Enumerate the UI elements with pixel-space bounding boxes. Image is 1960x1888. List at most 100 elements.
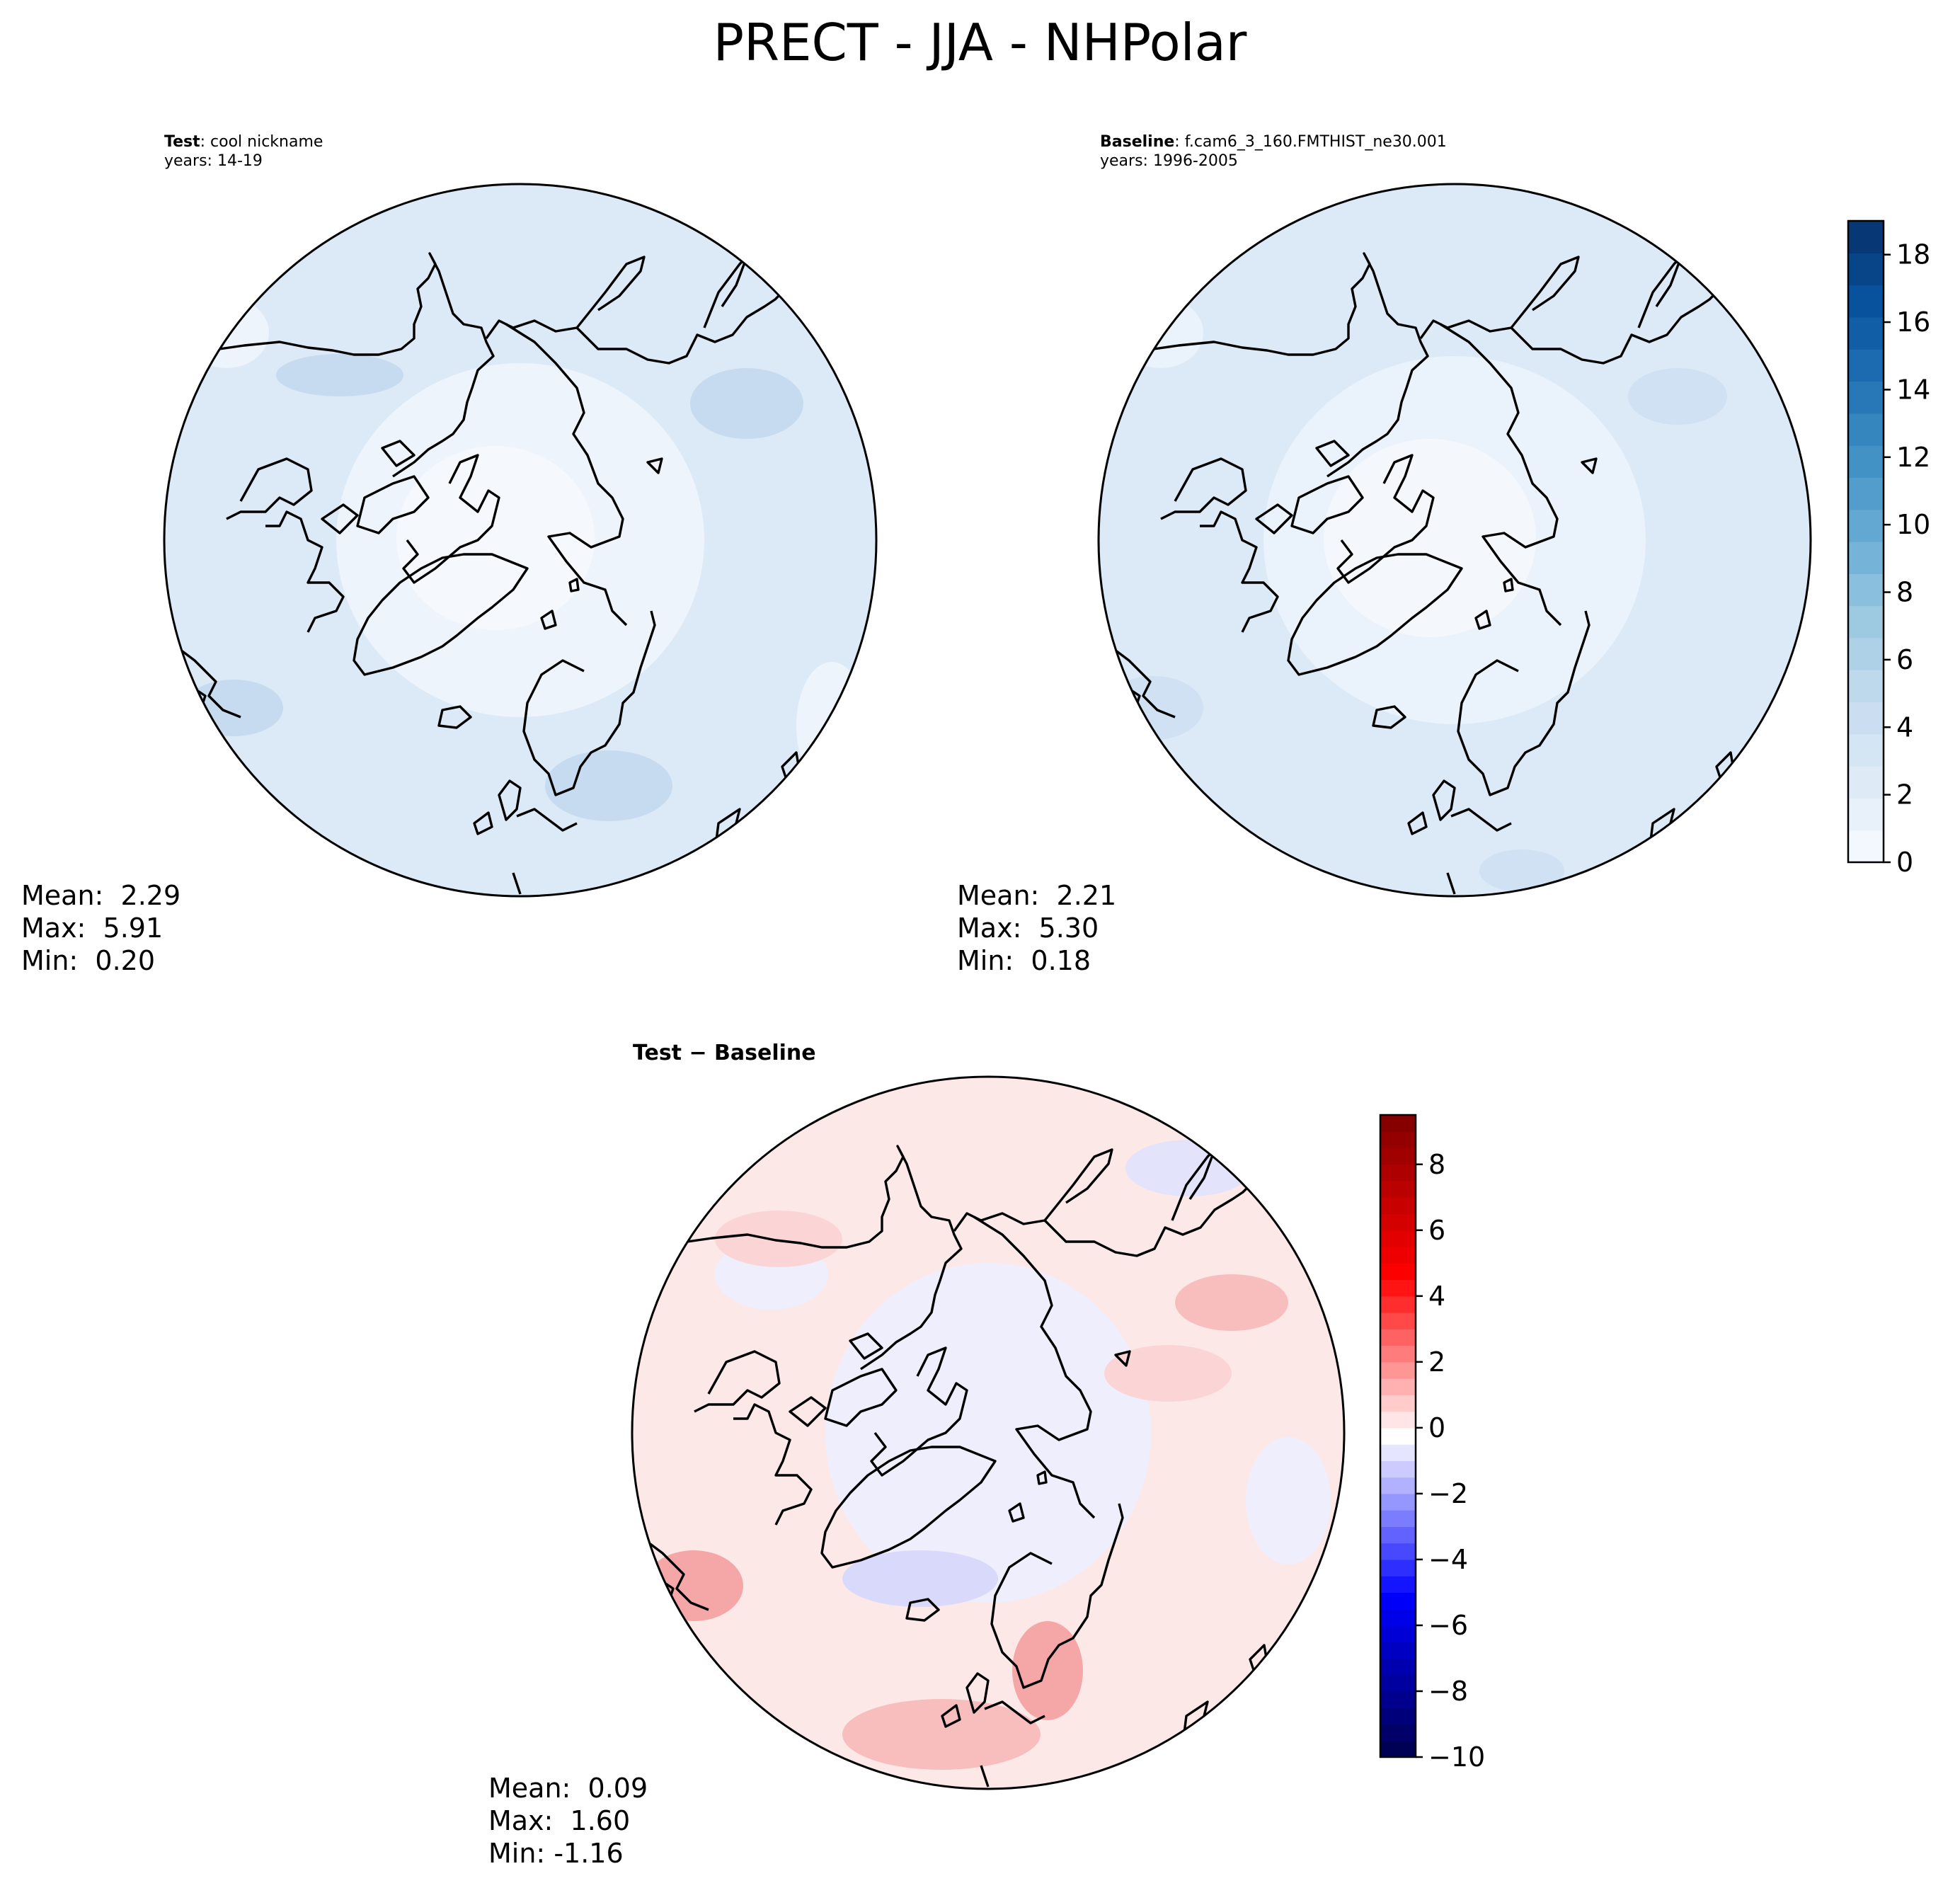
diff-colorbar-level-21: [1380, 1395, 1416, 1412]
diff-colorbar-level-24: [1380, 1345, 1416, 1363]
test-min: 0.20: [95, 945, 156, 976]
baseline-colorbar-tick-label: 6: [1896, 644, 1913, 675]
diff-colorbar-level-1: [1380, 1724, 1416, 1741]
diff-colorbar-level-22: [1380, 1378, 1416, 1395]
diff-max-label: Max:: [488, 1805, 554, 1836]
baseline-colorbar-tick-label: 14: [1896, 374, 1930, 405]
diff-mean-label: Mean:: [488, 1773, 571, 1804]
test-panel-title: Test: cool nickname years: 14-19: [164, 132, 323, 171]
diff-colorbar-level-36: [1380, 1148, 1416, 1165]
diff-colorbar-level-33: [1380, 1197, 1416, 1215]
diff-colorbar-level-4: [1380, 1674, 1416, 1692]
baseline-colorbar-level-11: [1848, 477, 1884, 510]
test-min-label: Min:: [21, 945, 79, 976]
diff-colorbar-level-8: [1380, 1608, 1416, 1626]
diff-colorbar-level-31: [1380, 1230, 1416, 1247]
baseline-colorbar-tick-label: 8: [1896, 577, 1913, 608]
test-map: [163, 183, 878, 898]
diff-colorbar-level-14: [1380, 1510, 1416, 1528]
baseline-colorbar-level-16: [1848, 316, 1884, 350]
baseline-colorbar-level-4: [1848, 702, 1884, 735]
baseline-colorbar-level-3: [1848, 733, 1884, 767]
diff-colorbar-tick-label: −8: [1428, 1676, 1468, 1707]
baseline-title-rest: : f.cam6_3_160.FMTHIST_ne30.001: [1174, 133, 1447, 151]
baseline-colorbar-level-10: [1848, 509, 1884, 542]
diff-stats: Mean: 0.09 Max: 1.60 Min: -1.16: [488, 1772, 648, 1870]
baseline-colorbar-level-0: [1848, 830, 1884, 863]
diff-panel-title: Test − Baseline: [633, 1041, 816, 1065]
diff-colorbar-tick-label: 4: [1428, 1281, 1445, 1312]
diff-mean: 0.09: [588, 1773, 648, 1804]
diff-colorbar-level-23: [1380, 1361, 1416, 1379]
baseline-max: 5.30: [1038, 912, 1099, 944]
baseline-min: 0.18: [1031, 945, 1091, 976]
baseline-min-label: Min:: [957, 945, 1014, 976]
baseline-colorbar-level-12: [1848, 445, 1884, 478]
diff-colorbar-level-6: [1380, 1642, 1416, 1659]
baseline-colorbar-frame: [1847, 219, 1885, 864]
diff-colorbar-tick-label: −10: [1428, 1741, 1485, 1773]
baseline-colorbar-tick-label: 10: [1896, 509, 1930, 540]
diff-colorbar-level-15: [1380, 1493, 1416, 1511]
baseline-colorbar-tick-label: 2: [1896, 779, 1913, 811]
test-stats: Mean: 2.29 Max: 5.91 Min: 0.20: [21, 879, 180, 977]
baseline-max-label: Max:: [957, 912, 1022, 944]
diff-colorbar-level-28: [1380, 1279, 1416, 1297]
diff-colorbar-frame: [1379, 1114, 1417, 1758]
test-max: 5.91: [103, 912, 164, 944]
diff-colorbar-level-25: [1380, 1329, 1416, 1346]
test-max-label: Max:: [21, 912, 86, 944]
diff-colorbar-level-29: [1380, 1263, 1416, 1281]
baseline-colorbar-level-1: [1848, 798, 1884, 831]
baseline-colorbar-level-9: [1848, 542, 1884, 574]
diff-colorbar-level-17: [1380, 1460, 1416, 1478]
diff-colorbar-tick-label: −6: [1428, 1610, 1468, 1641]
diff-colorbar-level-27: [1380, 1295, 1416, 1313]
diff-colorbar-level-19: [1380, 1427, 1416, 1445]
diff-colorbar-level-10: [1380, 1576, 1416, 1594]
diff-colorbar-tick-label: 6: [1428, 1215, 1445, 1246]
test-mean: 2.29: [120, 880, 181, 911]
diff-colorbar-level-18: [1380, 1444, 1416, 1461]
baseline-colorbar-tick-label: 4: [1896, 711, 1913, 743]
baseline-colorbar-level-7: [1848, 605, 1884, 639]
diff-colorbar-level-37: [1380, 1131, 1416, 1149]
diff-colorbar-level-38: [1380, 1115, 1416, 1132]
baseline-colorbar-tick-label: 16: [1896, 307, 1930, 338]
baseline-colorbar-level-19: [1848, 221, 1884, 253]
diff-colorbar-level-9: [1380, 1592, 1416, 1610]
baseline-colorbar-level-5: [1848, 670, 1884, 703]
diff-colorbar-level-20: [1380, 1411, 1416, 1429]
diff-min: -1.16: [554, 1838, 624, 1869]
diff-min-label: Min:: [488, 1838, 546, 1869]
diff-colorbar-tick-label: −4: [1428, 1544, 1468, 1575]
diff-colorbar-tick-label: 0: [1428, 1412, 1445, 1443]
figure-title: PRECT - JJA - NHPolar: [713, 13, 1247, 72]
diff-colorbar-level-30: [1380, 1247, 1416, 1264]
baseline-colorbar-level-15: [1848, 349, 1884, 382]
baseline-mean: 2.21: [1056, 880, 1117, 911]
baseline-colorbar-level-14: [1848, 381, 1884, 414]
baseline-colorbar: 0 2 4 6 8 10 12 14 16 18: [1847, 219, 1930, 878]
diff-colorbar-level-32: [1380, 1213, 1416, 1231]
diff-colorbar-level-5: [1380, 1658, 1416, 1676]
baseline-colorbar-level-17: [1848, 285, 1884, 318]
diff-max: 1.60: [570, 1805, 631, 1836]
baseline-colorbar-level-2: [1848, 766, 1884, 799]
baseline-title-bold: Baseline: [1100, 133, 1175, 151]
baseline-colorbar-level-18: [1848, 253, 1884, 286]
baseline-colorbar-tick-label: 12: [1896, 442, 1930, 473]
baseline-mean-label: Mean:: [957, 880, 1040, 911]
baseline-colorbar-level-6: [1848, 637, 1884, 670]
diff-colorbar-level-26: [1380, 1312, 1416, 1329]
baseline-years: years: 1996-2005: [1100, 152, 1238, 170]
baseline-panel-title: Baseline: f.cam6_3_160.FMTHIST_ne30.001 …: [1100, 132, 1447, 171]
baseline-colorbar-level-8: [1848, 573, 1884, 607]
diff-colorbar-level-16: [1380, 1477, 1416, 1494]
baseline-stats: Mean: 2.21 Max: 5.30 Min: 0.18: [957, 879, 1116, 977]
diff-colorbar-level-11: [1380, 1559, 1416, 1577]
diff-colorbar-level-12: [1380, 1543, 1416, 1560]
test-years: years: 14-19: [164, 152, 263, 170]
diff-colorbar-level-3: [1380, 1690, 1416, 1708]
